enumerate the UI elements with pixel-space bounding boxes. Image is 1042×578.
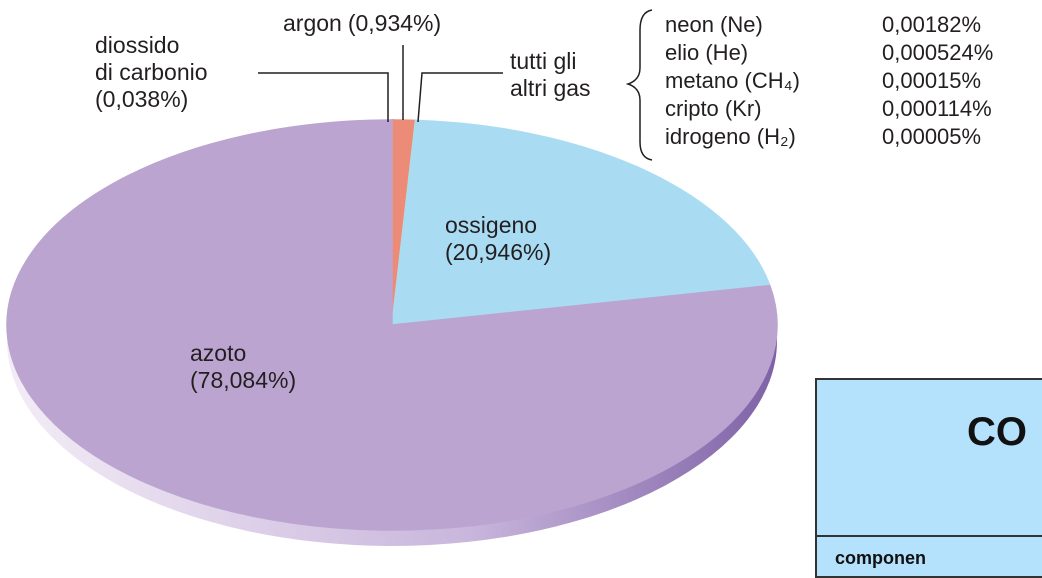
gas-value: 0,00005% — [882, 124, 982, 149]
slice-label: azoto (78,084%) — [190, 340, 296, 394]
table-title: CO — [967, 410, 1027, 454]
gas-name: idrogeno (H₂) — [665, 124, 796, 149]
chart — [6, 9, 778, 546]
gas-name: cripto (Kr) — [665, 96, 762, 121]
page: diossido di carbonio (0,038%) argon (0,934%… — [6, 9, 1042, 578]
gas-name: neon (Ne) — [665, 12, 763, 37]
slice-name: azoto — [190, 340, 247, 366]
leader-line — [258, 72, 389, 122]
table: CO componen — [815, 378, 1042, 578]
slice-value: (0,934%) — [347, 10, 442, 36]
slice-name: argon — [283, 10, 342, 36]
table-header: componen — [835, 548, 927, 568]
slice-name: tutti gli altri gas — [510, 48, 591, 101]
gas-value: 0,000524% — [882, 40, 994, 65]
gas-name: elio (He) — [665, 40, 749, 65]
slice-value: (0,038%) — [95, 86, 189, 112]
slice-label: argon (0,934%) — [283, 10, 441, 37]
gas-name: metano (CH₄) — [665, 68, 800, 93]
pie-slice — [391, 119, 771, 326]
slice-name: ossigeno — [445, 212, 538, 238]
table-divider — [817, 535, 1042, 537]
gas-value: 0,00015% — [882, 68, 982, 93]
gas-value: 0,000114% — [882, 96, 992, 121]
slice-name: diossido di carbonio — [95, 32, 208, 85]
slice-label: tutti gli altri gas — [510, 48, 591, 102]
pie-slice — [6, 119, 778, 531]
brace — [625, 9, 653, 161]
leader-lines — [258, 9, 653, 161]
slice-value: (20,946%) — [445, 239, 552, 265]
slice-label: ossigeno (20,946%) — [445, 212, 551, 266]
slice-value: (78,084%) — [190, 367, 297, 393]
leader-line — [417, 72, 503, 123]
gas-value: 0,00182% — [882, 12, 982, 37]
pie — [6, 119, 778, 546]
slice-label: diossido di carbonio (0,038%) — [95, 32, 208, 113]
